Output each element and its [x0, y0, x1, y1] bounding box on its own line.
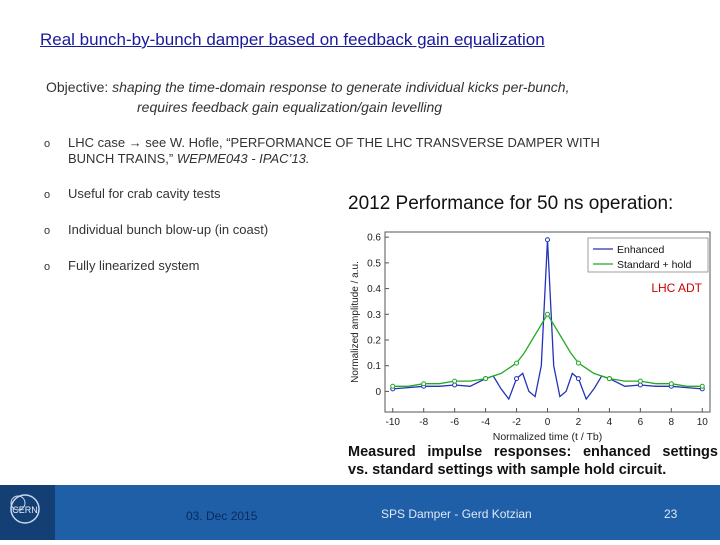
x-tick-label: 4	[607, 417, 613, 428]
footer-author: SPS Damper - Gerd Kotzian	[381, 507, 532, 521]
bullet-text: BUNCH TRAINS,”	[68, 151, 177, 166]
x-tick-label: -4	[481, 417, 490, 428]
caption-line2: vs. standard settings with sample hold c…	[348, 462, 667, 478]
bullet-text-italic: WEPME043 - IPAC’13.	[176, 151, 310, 166]
x-axis-label: Normalized time (t / Tb)	[493, 431, 603, 443]
data-point	[606, 376, 612, 382]
x-tick-label: 10	[697, 417, 709, 428]
caption-word: Measured	[348, 444, 416, 460]
legend-label: Standard + hold	[617, 259, 692, 271]
caption-word: impulse	[427, 444, 483, 460]
objective-line2: requires feedback gain equalization/gain…	[137, 99, 443, 115]
plot-heading: 2012 Performance for 50 ns operation:	[348, 193, 674, 214]
y-tick-label: 0.6	[367, 233, 381, 244]
data-point	[545, 237, 550, 243]
y-tick-label: 0.5	[367, 258, 381, 269]
data-point	[421, 381, 427, 387]
footer-date: 03. Dec 2015	[186, 509, 258, 523]
caption-word: settings	[662, 444, 718, 460]
lhc-adt-annotation: LHC ADT	[651, 281, 702, 295]
x-tick-label: 8	[669, 417, 675, 428]
plot-caption: Measured impulse responses: enhanced setting…	[348, 443, 718, 479]
logo-text: CERN	[12, 505, 38, 515]
data-point	[668, 381, 674, 387]
objective-label: Objective:	[46, 79, 113, 95]
legend-label: Enhanced	[617, 244, 664, 256]
y-tick-label: 0.4	[367, 284, 381, 295]
data-point	[514, 376, 520, 382]
x-tick-label: 6	[638, 417, 644, 428]
bullet-text: Individual bunch blow-up (in coast)	[68, 222, 269, 237]
impulse-response-chart: -10 -8 -6 -4 -2 0 2 4 6 8 10 0 0.1 0.2 0.3 0.4 0.5 0.6 Nor…	[350, 231, 711, 443]
bullet-text: Useful for crab cavity tests	[68, 186, 221, 201]
bullet-mark: o	[44, 225, 51, 237]
caption-word: enhanced	[582, 444, 651, 460]
data-point	[483, 376, 489, 382]
caption-word: responses:	[493, 444, 572, 460]
page-number: 23	[664, 507, 678, 521]
footer-bar: CERN 03. Dec 2015 SPS Damper - Gerd Kotz…	[0, 485, 720, 540]
cern-logo-icon: CERN	[10, 494, 40, 524]
bullet-text: LHC case → see W. Hofle, “PERFORMANCE OF…	[68, 135, 600, 150]
bullet-mark: o	[44, 189, 51, 201]
x-tick-label: -6	[450, 417, 459, 428]
x-tick-label: -2	[512, 417, 521, 428]
objective-text: Objective: shaping the time-domain respo…	[46, 77, 570, 117]
caption-line1: Measured impulse responses: enhanced setting…	[348, 443, 718, 461]
legend-box	[587, 237, 709, 273]
bullet-mark: o	[44, 138, 51, 150]
bullet-mark: o	[44, 261, 51, 273]
data-point	[575, 360, 581, 366]
objective-line1: shaping the time-domain response to gene…	[112, 79, 570, 95]
y-axis-label: Normalized amplitude / a.u.	[350, 261, 361, 383]
y-tick-label: 0	[375, 387, 381, 398]
x-tick-label: 2	[576, 417, 582, 428]
x-tick-label: 0	[545, 417, 551, 428]
x-tick-label: -8	[419, 417, 428, 428]
data-point	[575, 376, 581, 382]
data-point	[545, 311, 550, 317]
cern-logo: CERN	[0, 485, 55, 540]
y-tick-label: 0.1	[367, 361, 381, 372]
x-tick-label: -10	[386, 417, 401, 428]
y-tick-label: 0.3	[367, 310, 381, 321]
bullet-text: Fully linearized system	[68, 258, 200, 273]
y-tick-label: 0.2	[367, 336, 381, 347]
data-point	[514, 360, 520, 366]
data-point	[390, 383, 396, 389]
data-point	[452, 378, 458, 384]
data-point	[699, 383, 705, 389]
data-point	[637, 378, 643, 384]
slide-title: Real bunch-by-bunch damper based on feed…	[40, 30, 545, 49]
